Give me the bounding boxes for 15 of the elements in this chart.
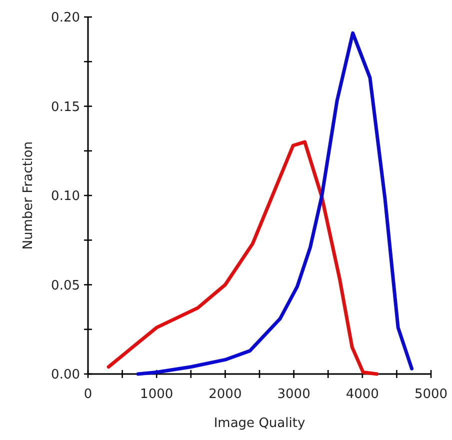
x-tick-label: 4000 [346,387,379,402]
y-tick-label: 0.05 [51,278,80,294]
line-series [106,140,379,376]
y-tick-label: 0.15 [51,100,80,115]
x-tick-label: 1000 [140,387,174,402]
y-tick-label: 0.20 [51,10,80,26]
y-tick-label: 0.10 [51,189,80,204]
line-series [136,31,414,376]
x-axis-title: Image Quality [214,416,306,431]
x-tick-label: 3000 [277,387,310,402]
x-tick-label: 0 [84,387,92,402]
x-tick-label: 5000 [414,387,448,402]
y-tick-label: 0.00 [51,368,80,382]
y-axis-title: Number Fraction [21,141,36,250]
x-tick-label: 2000 [208,387,242,402]
